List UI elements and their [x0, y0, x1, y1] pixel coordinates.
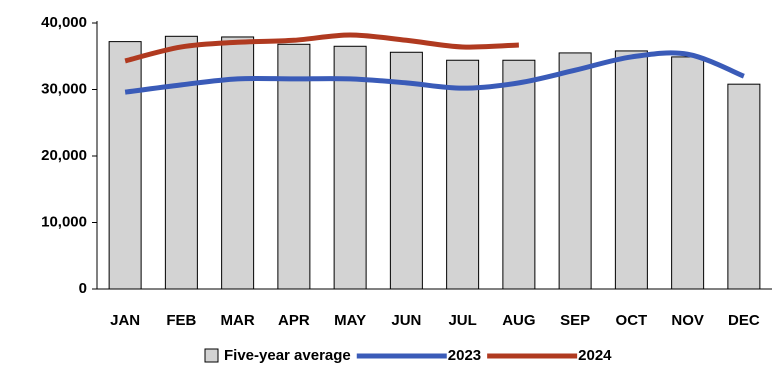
bar [277, 43, 311, 290]
y-tick-label: 30,000 [41, 80, 87, 97]
bar [614, 50, 648, 290]
x-tick-label: AUG [502, 312, 535, 329]
line [124, 32, 519, 64]
legend-label: 2024 [578, 347, 612, 364]
bar [389, 51, 423, 290]
bar [727, 83, 761, 290]
bar [164, 35, 198, 290]
x-tick-label: NOV [671, 312, 704, 329]
x-tick-label: SEP [560, 312, 590, 329]
x-tick-label: FEB [166, 312, 196, 329]
bar [221, 36, 255, 290]
x-tick-label: MAY [334, 312, 366, 329]
legend-label: Five-year average [224, 347, 351, 364]
x-tick-label: JAN [110, 312, 140, 329]
x-tick-label: JUL [448, 312, 476, 329]
y-tick-label: 10,000 [41, 213, 87, 230]
bar [108, 41, 142, 290]
line [124, 50, 745, 95]
bar [671, 56, 705, 290]
legend-swatch [204, 348, 219, 363]
x-tick-label: DEC [728, 312, 760, 329]
x-tick-label: APR [278, 312, 310, 329]
y-tick-label: 20,000 [41, 147, 87, 164]
x-tick-label: MAR [221, 312, 255, 329]
legend-label: 2023 [448, 347, 481, 364]
bar [502, 59, 536, 290]
x-tick-label: JUN [391, 312, 421, 329]
y-tick-label: 40,000 [41, 14, 87, 31]
bar [333, 45, 367, 290]
y-tick-label: 0 [79, 280, 87, 297]
bar [446, 59, 480, 290]
x-tick-label: OCT [616, 312, 648, 329]
bar [558, 52, 592, 290]
